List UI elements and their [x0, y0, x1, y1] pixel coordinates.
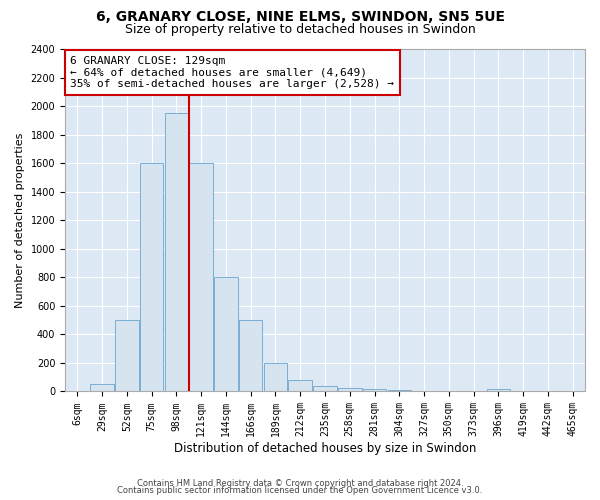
Bar [412, 391, 436, 392]
Bar [264, 363, 287, 392]
Bar [388, 390, 411, 392]
Bar [115, 320, 139, 392]
X-axis label: Distribution of detached houses by size in Swindon: Distribution of detached houses by size … [174, 442, 476, 455]
Bar [214, 278, 238, 392]
Bar [190, 163, 213, 392]
Y-axis label: Number of detached properties: Number of detached properties [15, 132, 25, 308]
Bar [91, 384, 114, 392]
Bar [487, 388, 510, 392]
Text: Contains HM Land Registry data © Crown copyright and database right 2024.: Contains HM Land Registry data © Crown c… [137, 478, 463, 488]
Bar [239, 320, 262, 392]
Bar [313, 386, 337, 392]
Text: 6 GRANARY CLOSE: 129sqm
← 64% of detached houses are smaller (4,649)
35% of semi: 6 GRANARY CLOSE: 129sqm ← 64% of detache… [70, 56, 394, 89]
Text: Size of property relative to detached houses in Swindon: Size of property relative to detached ho… [125, 22, 475, 36]
Text: 6, GRANARY CLOSE, NINE ELMS, SWINDON, SN5 5UE: 6, GRANARY CLOSE, NINE ELMS, SWINDON, SN… [95, 10, 505, 24]
Bar [437, 391, 461, 392]
Text: Contains public sector information licensed under the Open Government Licence v3: Contains public sector information licen… [118, 486, 482, 495]
Bar [338, 388, 362, 392]
Bar [289, 380, 312, 392]
Bar [164, 113, 188, 392]
Bar [140, 163, 163, 392]
Bar [363, 390, 386, 392]
